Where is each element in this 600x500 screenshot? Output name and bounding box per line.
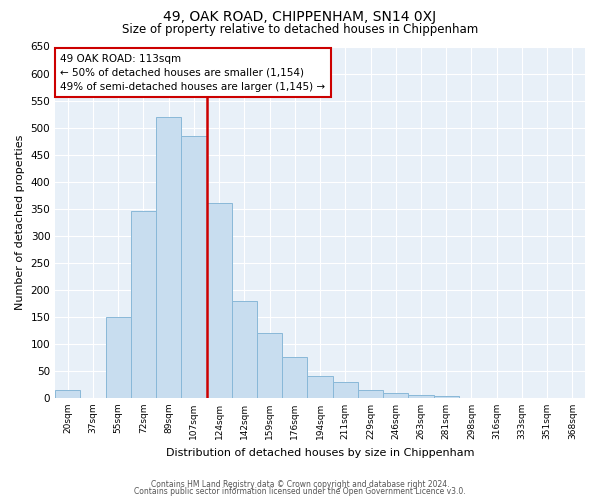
- Bar: [106, 317, 131, 398]
- Text: Contains HM Land Registry data © Crown copyright and database right 2024.: Contains HM Land Registry data © Crown c…: [151, 480, 449, 489]
- Text: 49, OAK ROAD, CHIPPENHAM, SN14 0XJ: 49, OAK ROAD, CHIPPENHAM, SN14 0XJ: [163, 10, 437, 24]
- Bar: [332, 382, 358, 398]
- Bar: [206, 204, 232, 398]
- Bar: [307, 376, 332, 398]
- Text: 49 OAK ROAD: 113sqm
← 50% of detached houses are smaller (1,154)
49% of semi-det: 49 OAK ROAD: 113sqm ← 50% of detached ho…: [61, 54, 326, 92]
- Bar: [156, 117, 181, 398]
- Text: Contains public sector information licensed under the Open Government Licence v3: Contains public sector information licen…: [134, 487, 466, 496]
- Text: Size of property relative to detached houses in Chippenham: Size of property relative to detached ho…: [122, 22, 478, 36]
- Bar: [55, 390, 80, 398]
- Bar: [181, 136, 206, 398]
- X-axis label: Distribution of detached houses by size in Chippenham: Distribution of detached houses by size …: [166, 448, 475, 458]
- Bar: [358, 390, 383, 398]
- Bar: [409, 395, 434, 398]
- Bar: [232, 300, 257, 398]
- Y-axis label: Number of detached properties: Number of detached properties: [15, 134, 25, 310]
- Bar: [434, 396, 459, 398]
- Bar: [257, 333, 282, 398]
- Bar: [282, 358, 307, 398]
- Bar: [131, 212, 156, 398]
- Bar: [383, 392, 409, 398]
